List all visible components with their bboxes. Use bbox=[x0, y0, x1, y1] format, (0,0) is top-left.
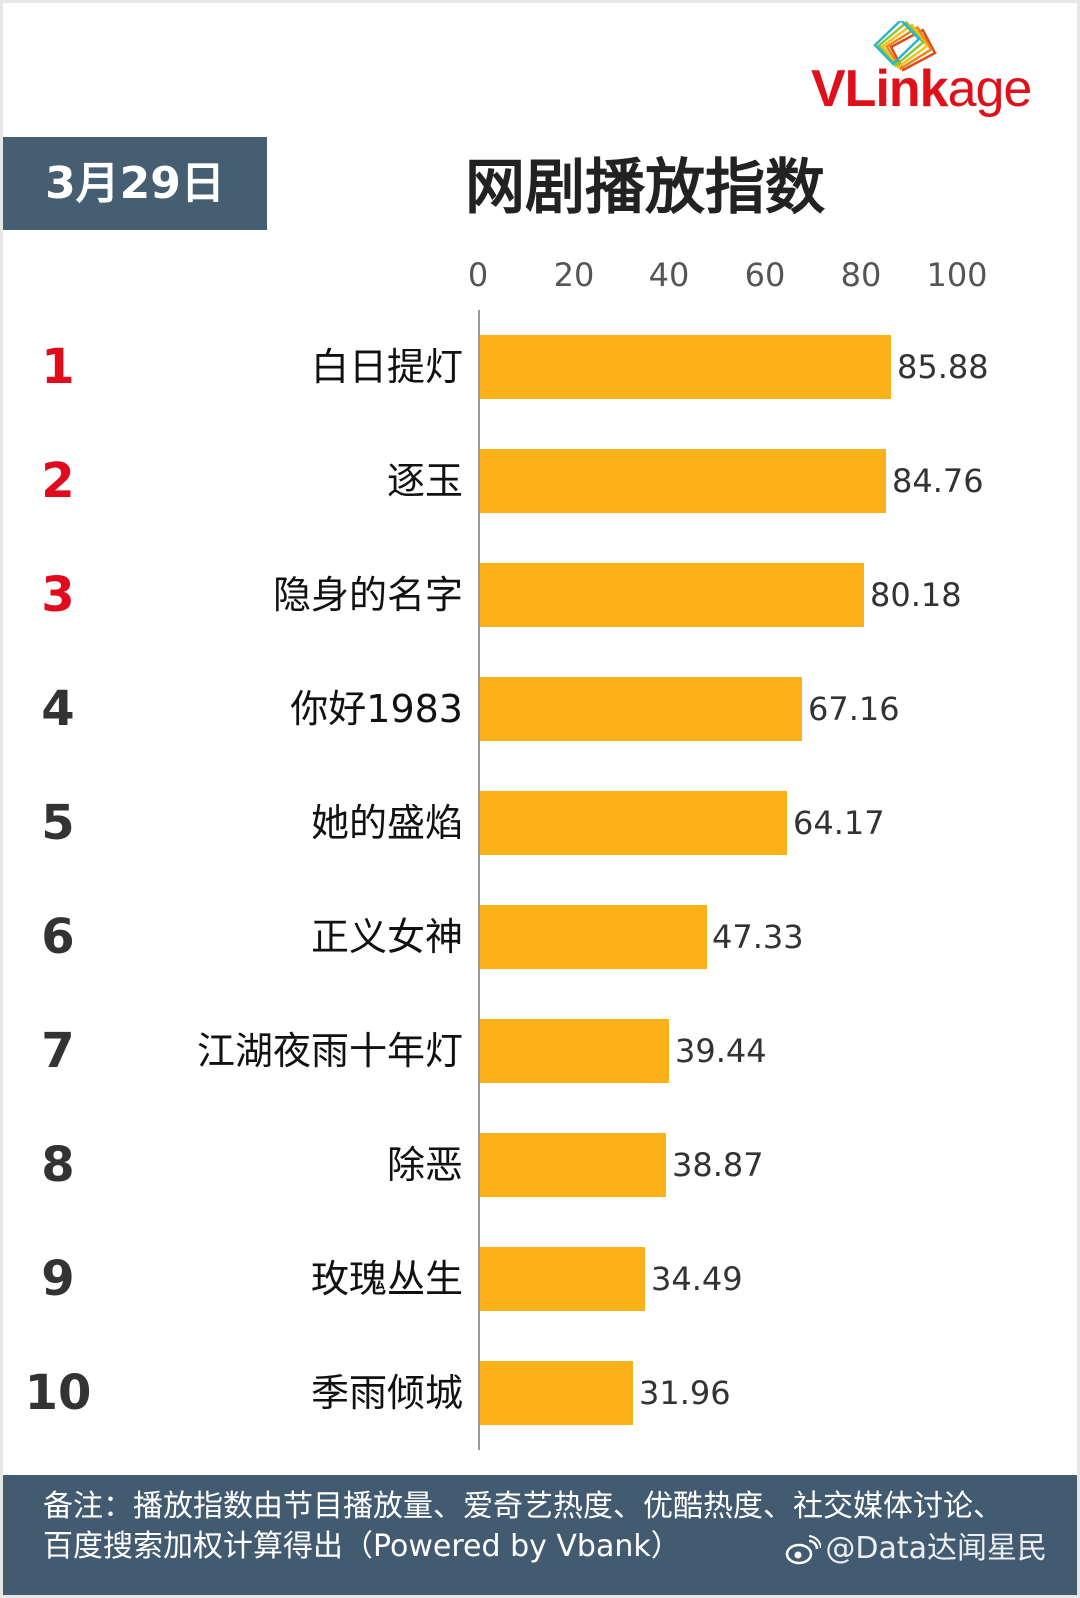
drama-name: 除恶 bbox=[386, 1143, 463, 1187]
axis-tick: 80 bbox=[840, 256, 882, 294]
bar-row: 10 季雨倾城 31.96 bbox=[3, 1361, 1077, 1425]
y-axis-line bbox=[478, 310, 480, 1450]
bar bbox=[480, 335, 891, 399]
bar-row: 2 逐玉 84.76 bbox=[3, 449, 1077, 513]
drama-name: 季雨倾城 bbox=[310, 1371, 463, 1415]
axis-tick: 0 bbox=[467, 256, 489, 294]
bar bbox=[480, 449, 886, 513]
drama-name: 白日提灯 bbox=[310, 345, 463, 389]
bar-value: 39.44 bbox=[675, 1032, 767, 1070]
drama-name: 江湖夜雨十年灯 bbox=[196, 1029, 463, 1073]
bar bbox=[480, 1133, 666, 1197]
bar-row: 7 江湖夜雨十年灯 39.44 bbox=[3, 1019, 1077, 1083]
bar-value: 47.33 bbox=[712, 918, 804, 956]
rank-number: 10 bbox=[24, 1365, 92, 1421]
axis-tick: 20 bbox=[553, 256, 595, 294]
footer-note: 备注：播放指数由节目播放量、爱奇艺热度、优酷热度、社交媒体讨论、百度搜索加权计算… bbox=[43, 1489, 1003, 1564]
bar-value: 80.18 bbox=[870, 576, 962, 614]
bar-value: 31.96 bbox=[639, 1374, 731, 1412]
bar-row: 8 除恶 38.87 bbox=[3, 1133, 1077, 1197]
logo-frames-icon bbox=[873, 21, 937, 72]
logo-wordmark: VLinkage bbox=[811, 60, 1032, 118]
bar bbox=[480, 677, 802, 741]
drama-name: 玫瑰丛生 bbox=[310, 1257, 463, 1301]
axis-tick: 100 bbox=[926, 256, 988, 294]
drama-name: 逐玉 bbox=[386, 459, 463, 503]
weibo-icon bbox=[786, 1534, 822, 1564]
weibo-watermark: @Data达闻星民 bbox=[785, 1529, 1047, 1569]
rank-number: 8 bbox=[41, 1137, 75, 1193]
drama-name: 她的盛焰 bbox=[310, 801, 463, 845]
rank-number: 1 bbox=[41, 339, 75, 395]
axis-tick: 40 bbox=[648, 256, 690, 294]
bar-value: 64.17 bbox=[793, 804, 885, 842]
bar bbox=[480, 1019, 669, 1083]
bar-row: 6 正义女神 47.33 bbox=[3, 905, 1077, 969]
bar-row: 9 玫瑰丛生 34.49 bbox=[3, 1247, 1077, 1311]
rank-number: 4 bbox=[41, 681, 75, 737]
bar-row: 5 她的盛焰 64.17 bbox=[3, 791, 1077, 855]
drama-name: 你好1983 bbox=[290, 687, 463, 731]
bar-value: 84.76 bbox=[892, 462, 984, 500]
rank-number: 3 bbox=[41, 567, 75, 623]
drama-name: 隐身的名字 bbox=[272, 573, 463, 617]
bar-value: 85.88 bbox=[897, 348, 989, 386]
bar-row: 3 隐身的名字 80.18 bbox=[3, 563, 1077, 627]
vlinkage-logo: VLinkage bbox=[811, 21, 1061, 121]
bar bbox=[480, 563, 864, 627]
bar-row: 4 你好1983 67.16 bbox=[3, 677, 1077, 741]
rank-number: 6 bbox=[41, 909, 75, 965]
bar-value: 67.16 bbox=[808, 690, 900, 728]
bar-row: 1 白日提灯 85.88 bbox=[3, 335, 1077, 399]
drama-name: 正义女神 bbox=[310, 915, 463, 959]
bar bbox=[480, 1361, 633, 1425]
bar bbox=[480, 905, 707, 969]
rank-number: 2 bbox=[41, 453, 75, 509]
footer-note-bar: 备注：播放指数由节目播放量、爱奇艺热度、优酷热度、社交媒体讨论、百度搜索加权计算… bbox=[3, 1475, 1077, 1595]
chart-title: 网剧播放指数 bbox=[465, 153, 825, 223]
rank-number: 9 bbox=[41, 1251, 75, 1307]
rank-number: 5 bbox=[41, 795, 75, 851]
bar-value: 34.49 bbox=[651, 1260, 743, 1298]
bar bbox=[480, 1247, 645, 1311]
chart-card: VLinkage 3月29日 网剧播放指数 0 20 40 60 80 100 … bbox=[3, 3, 1077, 1595]
bar bbox=[480, 791, 787, 855]
date-badge: 3月29日 bbox=[3, 137, 267, 230]
bar-value: 38.87 bbox=[672, 1146, 764, 1184]
axis-tick: 60 bbox=[744, 256, 786, 294]
rank-number: 7 bbox=[41, 1023, 75, 1079]
